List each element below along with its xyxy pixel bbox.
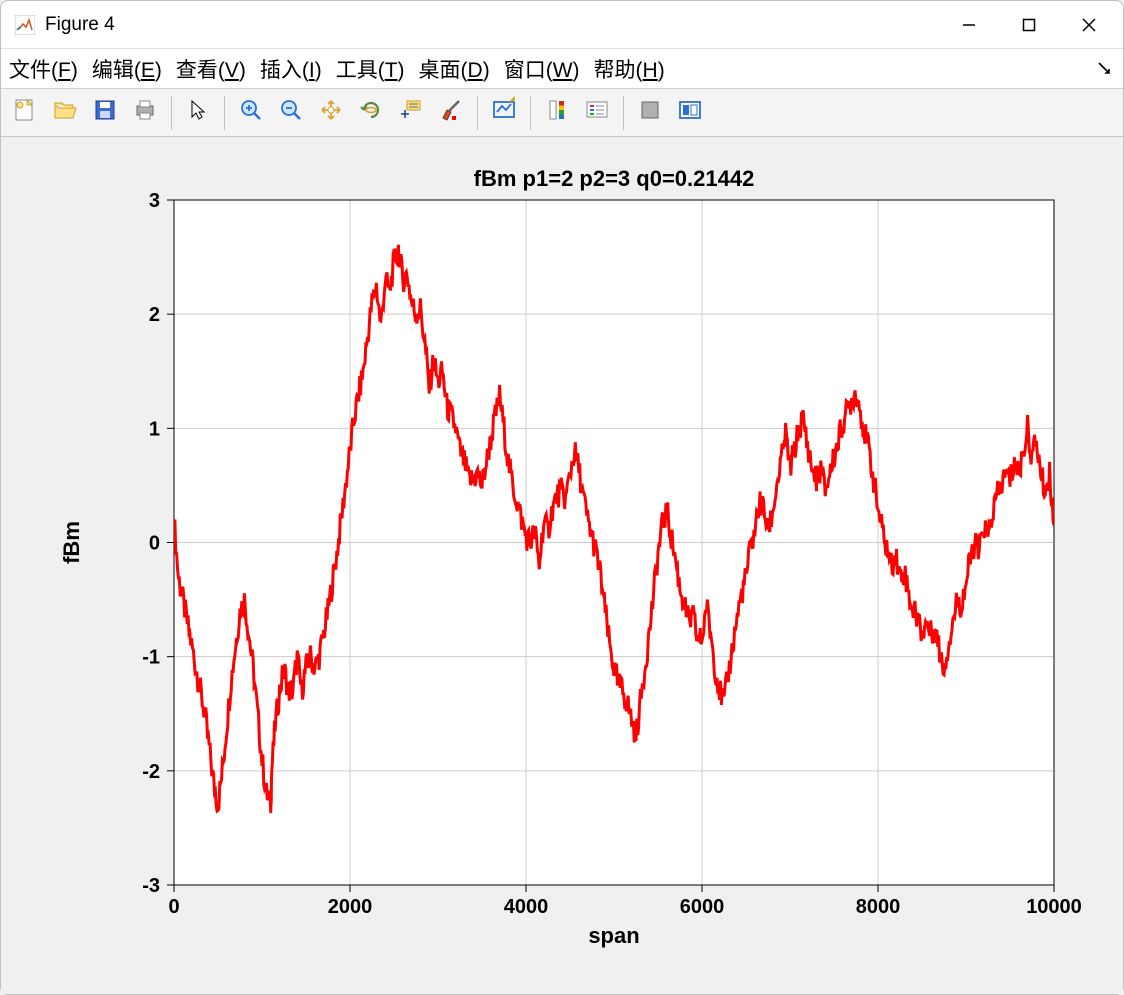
print-button[interactable] xyxy=(127,95,163,131)
xlabel: span xyxy=(588,923,639,948)
toolbar-separator xyxy=(171,96,172,130)
menu-e[interactable]: 编辑(E) xyxy=(92,54,162,84)
toolbar-separator xyxy=(477,96,478,130)
save-icon xyxy=(91,96,119,129)
menu-v[interactable]: 查看(V) xyxy=(176,54,246,84)
plot-title: fBm p1=2 p2=3 q0=0.21442 xyxy=(474,166,755,191)
xtick-label: 10000 xyxy=(1026,896,1082,918)
new-figure-button[interactable] xyxy=(7,95,43,131)
link-icon xyxy=(490,96,518,129)
titlebar: Figure 4 xyxy=(1,1,1123,49)
rotate-button[interactable] xyxy=(353,95,389,131)
menu-w[interactable]: 窗口(W) xyxy=(504,54,580,84)
zoom-in-button[interactable] xyxy=(233,95,269,131)
brush-button[interactable] xyxy=(433,95,469,131)
toolbar-separator xyxy=(623,96,624,130)
legend-toggle-button[interactable] xyxy=(579,95,615,131)
rotate-icon xyxy=(357,96,385,129)
ytick-label: 3 xyxy=(149,190,160,212)
pointer-icon xyxy=(184,96,212,129)
close-button[interactable] xyxy=(1059,1,1119,49)
ytick-label: -1 xyxy=(142,647,160,669)
minimize-button[interactable] xyxy=(939,1,999,49)
matlab-icon xyxy=(15,15,35,35)
window-title: Figure 4 xyxy=(45,14,939,36)
menu-i[interactable]: 插入(I) xyxy=(260,54,322,84)
menu-h[interactable]: 帮助(H) xyxy=(594,54,665,84)
pointer-button[interactable] xyxy=(180,95,216,131)
axis-toggle-icon xyxy=(636,96,664,129)
figure-area: 0 2000 4000 6000 8000 10000 -3 -2 -1 0 1 2 3 fBm p1=2… xyxy=(1,137,1123,994)
legend-toggle-icon xyxy=(583,96,611,129)
menubar: 文件(F) 编辑(E) 查看(V) 插入(I) 工具(T) 桌面(D) 窗口(W) 帮助(H) xyxy=(1,49,1123,89)
ylabel: fBm xyxy=(59,521,84,564)
save-button[interactable] xyxy=(87,95,123,131)
ytick-label: 2 xyxy=(149,304,160,326)
colorbar-vert-button[interactable] xyxy=(539,95,575,131)
maximize-button[interactable] xyxy=(999,1,1059,49)
new-figure-icon xyxy=(11,96,39,129)
axis-toggle-button[interactable] xyxy=(632,95,668,131)
xtick-label: 6000 xyxy=(680,896,725,918)
ytick-label: 0 xyxy=(149,533,160,555)
xtick-label: 2000 xyxy=(328,896,373,918)
xtick-label: 4000 xyxy=(504,896,549,918)
open-button[interactable] xyxy=(47,95,83,131)
plot-svg[interactable]: 0 2000 4000 6000 8000 10000 -3 -2 -1 0 1 2 3 fBm p1=2… xyxy=(19,155,1089,965)
figure-window: Figure 4 文件(F) 编辑(E) 查看(V) 插入(I) 工具(T) 桌面(D) 窗… xyxy=(0,0,1124,995)
brush-icon xyxy=(437,96,465,129)
pan-icon xyxy=(317,96,345,129)
open-icon xyxy=(51,96,79,129)
menu-t[interactable]: 工具(T) xyxy=(336,54,405,84)
zoom-in-icon xyxy=(237,96,265,129)
zoom-out-icon xyxy=(277,96,305,129)
ytick-label: 1 xyxy=(149,418,160,440)
toolbar xyxy=(1,89,1123,137)
colorbar-vert-icon xyxy=(543,96,571,129)
window-controls xyxy=(939,1,1119,49)
print-icon xyxy=(131,96,159,129)
menubar-overflow-icon[interactable] xyxy=(1097,59,1113,83)
data-cursor-button[interactable] xyxy=(393,95,429,131)
data-cursor-icon xyxy=(397,96,425,129)
pan-button[interactable] xyxy=(313,95,349,131)
toolbar-separator xyxy=(530,96,531,130)
xtick-label: 0 xyxy=(168,896,179,918)
ytick-label: -2 xyxy=(142,761,160,783)
link-button[interactable] xyxy=(486,95,522,131)
layout-button[interactable] xyxy=(672,95,708,131)
layout-icon xyxy=(676,96,704,129)
xtick-label: 8000 xyxy=(856,896,901,918)
zoom-out-button[interactable] xyxy=(273,95,309,131)
menu-f[interactable]: 文件(F) xyxy=(9,54,78,84)
ytick-label: -3 xyxy=(142,875,160,897)
menu-d[interactable]: 桌面(D) xyxy=(419,54,490,84)
plot-container: 0 2000 4000 6000 8000 10000 -3 -2 -1 0 1 2 3 fBm p1=2… xyxy=(19,155,1105,976)
toolbar-separator xyxy=(224,96,225,130)
